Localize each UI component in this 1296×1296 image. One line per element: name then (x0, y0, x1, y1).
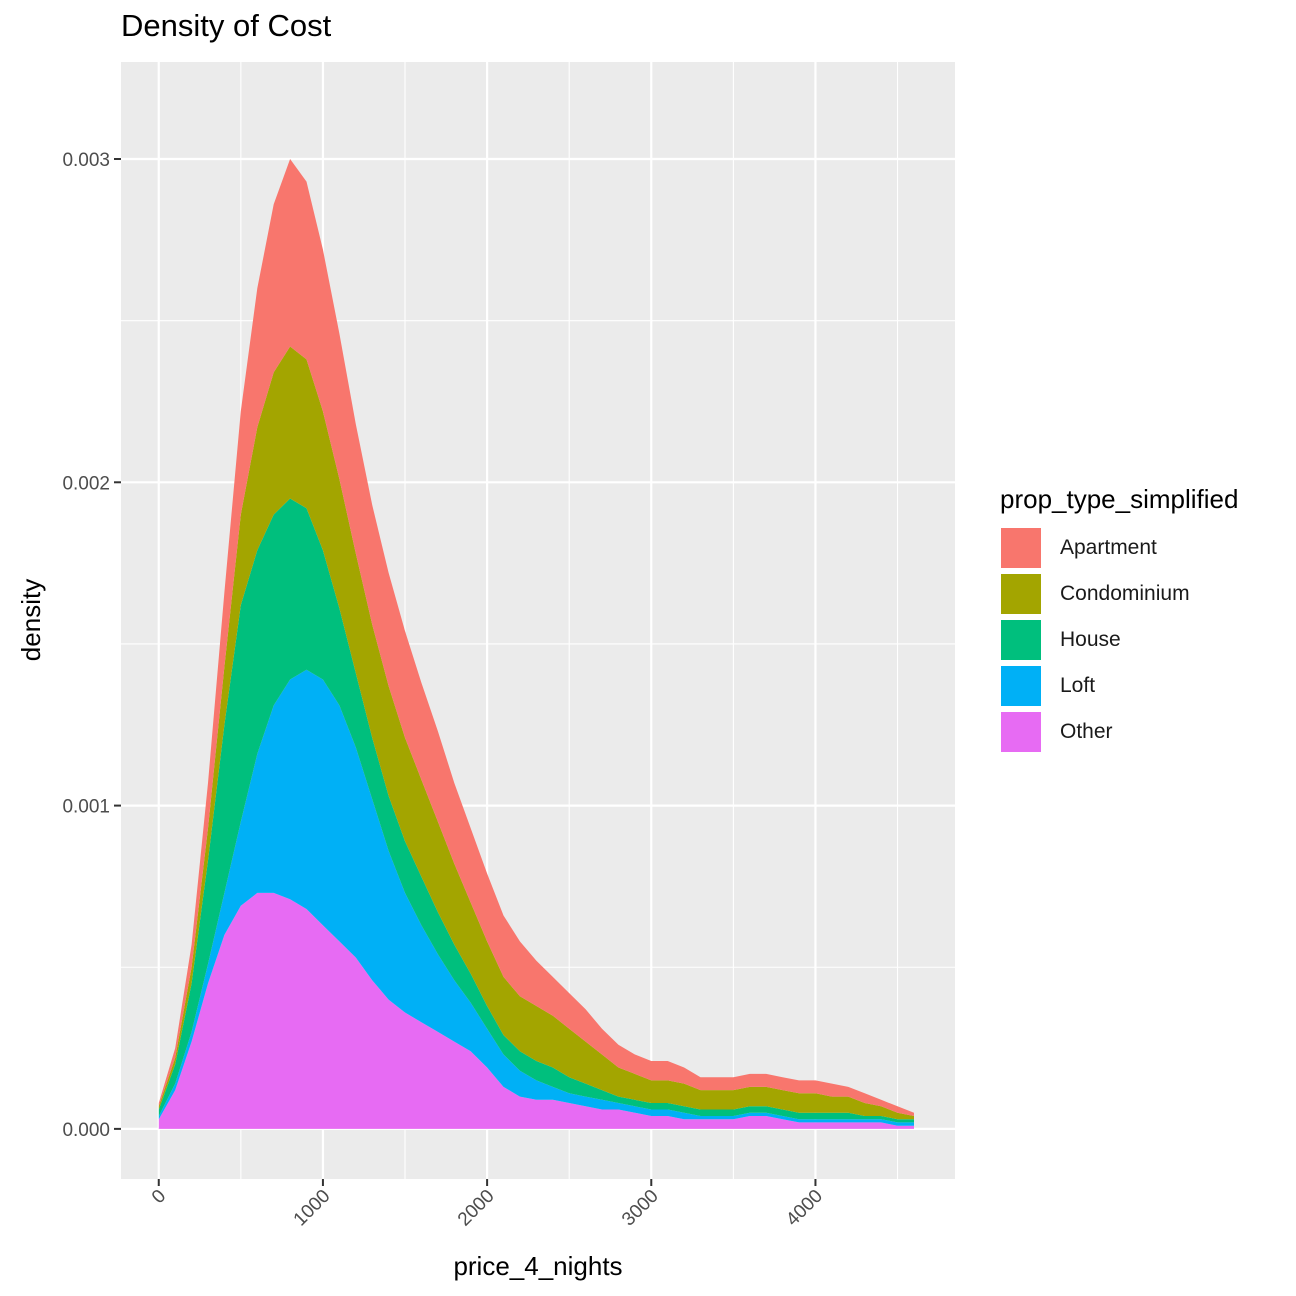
x-tick-label: 3000 (618, 1186, 663, 1231)
legend-label: Loft (1060, 674, 1096, 697)
area-apartment (158, 159, 915, 1116)
x-axis: 0 1000 2000 3000 4000 (148, 1179, 827, 1230)
legend-item-apartment: Apartment (1000, 525, 1238, 571)
legend-label: Apartment (1060, 536, 1157, 559)
legend-swatch (1000, 573, 1042, 615)
legend: prop_type_simplified Apartment Condominiu… (1000, 484, 1238, 755)
area-loft (158, 669, 915, 1126)
y-axis: 0.000 0.001 0.002 0.003 (62, 150, 121, 1141)
legend-swatch (1000, 711, 1042, 753)
area-other (158, 892, 915, 1129)
x-axis-label: price_4_nights (453, 1251, 622, 1281)
area-house (158, 498, 915, 1123)
x-tick-label: 1000 (290, 1186, 335, 1231)
legend-item-condominium: Condominium (1000, 571, 1238, 617)
x-tick-label: 4000 (782, 1186, 827, 1231)
legend-item-other: Other (1000, 709, 1238, 755)
area-condominium (158, 346, 915, 1120)
stacked-density-areas (158, 159, 915, 1129)
y-tick-label: 0.000 (62, 1120, 110, 1141)
legend-swatch (1000, 665, 1042, 707)
y-axis-label: density (16, 579, 46, 661)
x-tick-label: 0 (148, 1186, 170, 1208)
x-tick-label: 2000 (454, 1186, 499, 1231)
legend-item-house: House (1000, 617, 1238, 663)
legend-label: Other (1060, 720, 1113, 743)
y-tick-label: 0.001 (62, 797, 110, 818)
chart-title: Density of Cost (121, 8, 332, 43)
y-tick-label: 0.003 (62, 150, 110, 171)
legend-swatch (1000, 527, 1042, 569)
legend-swatch (1000, 619, 1042, 661)
legend-label: Condominium (1060, 582, 1190, 605)
legend-item-loft: Loft (1000, 663, 1238, 709)
legend-title: prop_type_simplified (1000, 484, 1239, 514)
y-tick-label: 0.002 (62, 473, 110, 494)
legend-label: House (1060, 628, 1121, 651)
legend-items: Apartment Condominium House Loft Other (1000, 525, 1238, 755)
